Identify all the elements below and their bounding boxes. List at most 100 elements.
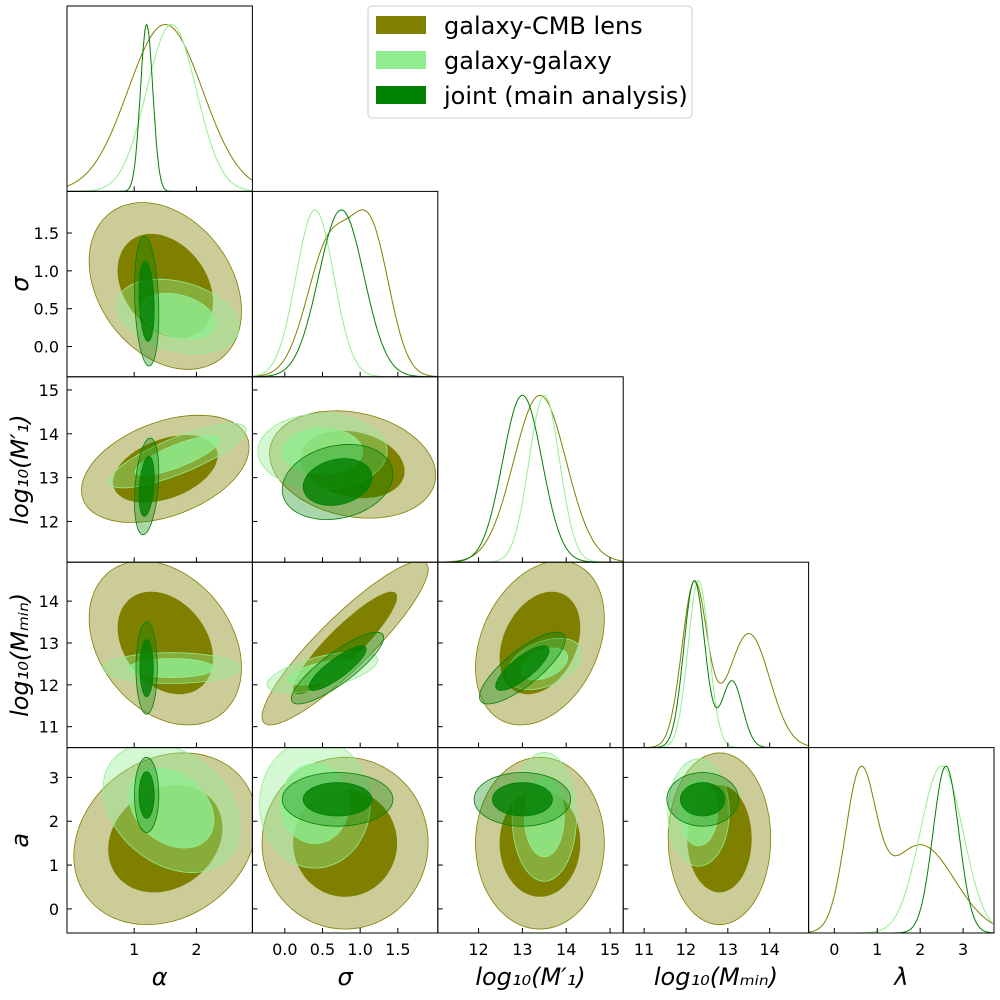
panel	[251, 376, 439, 563]
panel-content	[257, 410, 437, 521]
legend-swatch	[376, 86, 426, 104]
panel: 0.0 0.5 1.0 1.5	[251, 747, 439, 959]
contour-68	[134, 435, 221, 477]
marginal-curve	[252, 209, 438, 377]
marginal-curve	[623, 580, 809, 748]
x-tick-label: 0	[829, 940, 839, 959]
panel	[66, 5, 253, 192]
marginal-curve	[623, 580, 809, 748]
contour-68	[302, 458, 373, 506]
legend-label: galaxy-galaxy	[444, 47, 612, 75]
y-tick-label: 1.5	[34, 224, 59, 243]
x-tick-label: 0.5	[310, 940, 335, 959]
panel	[622, 561, 810, 749]
x-tick-label: 3	[958, 940, 968, 959]
marginal-curve	[67, 23, 253, 192]
panel	[437, 561, 624, 749]
contour-68	[138, 260, 155, 342]
x-axis-label: log₁₀(Mₘᵢₙ)	[654, 963, 778, 991]
marginal-curve	[252, 209, 438, 377]
panel-content	[67, 23, 253, 192]
contour-68	[302, 782, 373, 817]
y-tick-label: 14	[39, 425, 59, 444]
x-axis-label: σ	[337, 963, 353, 991]
contour-68	[491, 782, 553, 817]
y-tick-label: 13	[39, 469, 59, 488]
panel-content	[88, 202, 242, 370]
panel: 1 2 0 1 2 3	[49, 747, 253, 959]
y-tick-label: 12	[39, 512, 59, 531]
panel-content	[259, 747, 429, 930]
x-tick-label: 2	[915, 940, 925, 959]
marginal-curve	[437, 394, 624, 563]
x-axis-label: α	[152, 963, 168, 991]
panel: 12 13 14 15	[437, 747, 624, 959]
panel: 11 12 13 14	[622, 747, 810, 959]
marginal-curve	[252, 209, 438, 377]
y-tick-label: 0.0	[34, 338, 59, 357]
panel-content	[261, 562, 429, 726]
x-axis-label: log₁₀(M′₁)	[475, 963, 585, 991]
y-tick-label: 11	[39, 718, 59, 737]
panel-content	[808, 765, 994, 933]
panel-content	[252, 209, 438, 377]
y-tick-label: 1	[49, 856, 59, 875]
y-axis-label: log₁₀(Mₘᵢₙ)	[6, 593, 34, 717]
contour-68	[495, 645, 550, 691]
y-tick-label: 1.0	[34, 262, 59, 281]
panel-frame	[622, 747, 810, 934]
x-tick-label: 12	[676, 940, 696, 959]
legend-swatch	[376, 16, 426, 34]
contour-68	[138, 771, 155, 819]
x-tick-label: 1	[129, 940, 139, 959]
panel-content	[81, 414, 250, 536]
y-axis-label: a	[6, 833, 34, 848]
x-tick-label: 1.5	[385, 940, 410, 959]
y-tick-label: 14	[39, 592, 59, 611]
legend-label: joint (main analysis)	[443, 82, 688, 110]
panel: 0 1 2 3	[808, 747, 995, 959]
marginal-curve	[808, 765, 994, 933]
marginal-curve	[623, 580, 809, 748]
marginal-curve	[808, 765, 994, 933]
x-tick-label: 15	[600, 940, 620, 959]
legend-frame	[367, 5, 693, 119]
y-tick-label: 2	[49, 812, 59, 831]
marginal-curve	[67, 23, 253, 187]
panel-content	[473, 751, 605, 930]
x-tick-label: 14	[759, 940, 779, 959]
legend-swatch	[376, 51, 426, 69]
panel-content	[475, 562, 605, 726]
panel	[251, 561, 439, 749]
contour-68	[308, 645, 367, 691]
x-tick-label: 1.0	[347, 940, 372, 959]
y-tick-label: 3	[49, 768, 59, 787]
y-tick-label: 13	[39, 634, 59, 653]
y-axis-label: σ	[6, 276, 34, 292]
contour-68	[139, 639, 154, 698]
marginal-curve	[437, 394, 624, 563]
x-axis-label: λ	[892, 963, 908, 991]
panel: 11 12 13 14	[39, 561, 253, 749]
x-tick-label: 11	[634, 940, 654, 959]
panel-content	[623, 580, 809, 748]
panel-frame	[622, 561, 810, 749]
y-tick-label: 15	[39, 381, 59, 400]
legend-label: galaxy-CMB lens	[444, 12, 643, 40]
panel: 0.0 0.5 1.0 1.5	[34, 190, 253, 378]
x-tick-label: 13	[512, 940, 532, 959]
panel-content	[666, 752, 772, 926]
panel-content	[437, 394, 624, 563]
y-axis-label: log₁₀(M′₁)	[6, 414, 34, 524]
panel	[437, 376, 624, 563]
x-tick-label: 1	[872, 940, 882, 959]
panel-content	[88, 562, 242, 726]
contour-68	[138, 455, 155, 517]
x-tick-label: 12	[468, 940, 488, 959]
x-tick-label: 2	[191, 940, 201, 959]
panel: 12 13 14 15	[39, 376, 253, 563]
contour-68	[680, 782, 726, 817]
y-tick-label: 0	[49, 900, 59, 919]
y-tick-label: 12	[39, 676, 59, 695]
